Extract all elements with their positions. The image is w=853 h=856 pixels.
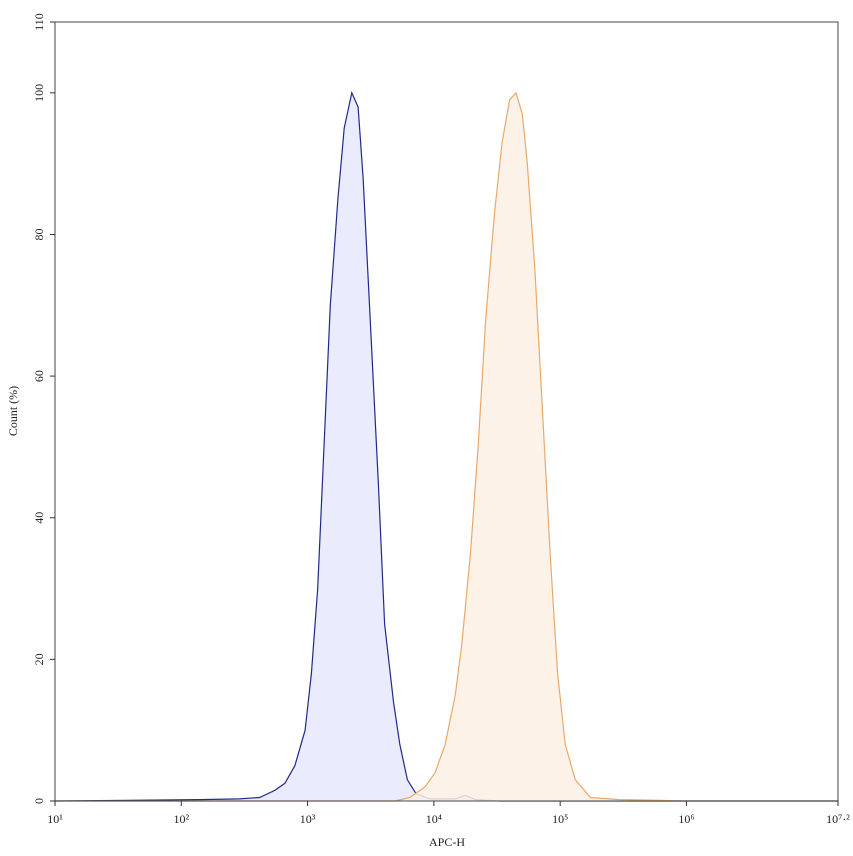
x-tick-label: 10¹ — [47, 812, 63, 826]
line — [55, 91, 838, 802]
y-tick-label: 20 — [32, 653, 46, 665]
x-tick-label: 10⁴ — [426, 812, 442, 826]
y-tick-label: 110 — [32, 13, 46, 31]
area — [55, 92, 838, 802]
y-tick-label: 60 — [32, 370, 46, 382]
plot-frame — [54, 21, 839, 802]
x-tick-label: 10³ — [300, 812, 316, 826]
x-tick-label: 10⁵ — [552, 812, 568, 826]
y-axis-label: Count (%) — [6, 386, 20, 436]
x-tick-label: 10⁶ — [678, 812, 694, 826]
y-tick-label: 0 — [32, 798, 46, 804]
x-axis-label: APC-H — [429, 835, 465, 849]
x-tick-label: 10² — [173, 812, 189, 826]
x-tick-label: 10⁷·² — [826, 812, 850, 826]
y-tick-label: 100 — [32, 84, 46, 102]
line — [54, 90, 838, 802]
area — [55, 92, 838, 802]
y-tick-label: 80 — [32, 228, 46, 240]
y-tick-label: 40 — [32, 512, 46, 524]
